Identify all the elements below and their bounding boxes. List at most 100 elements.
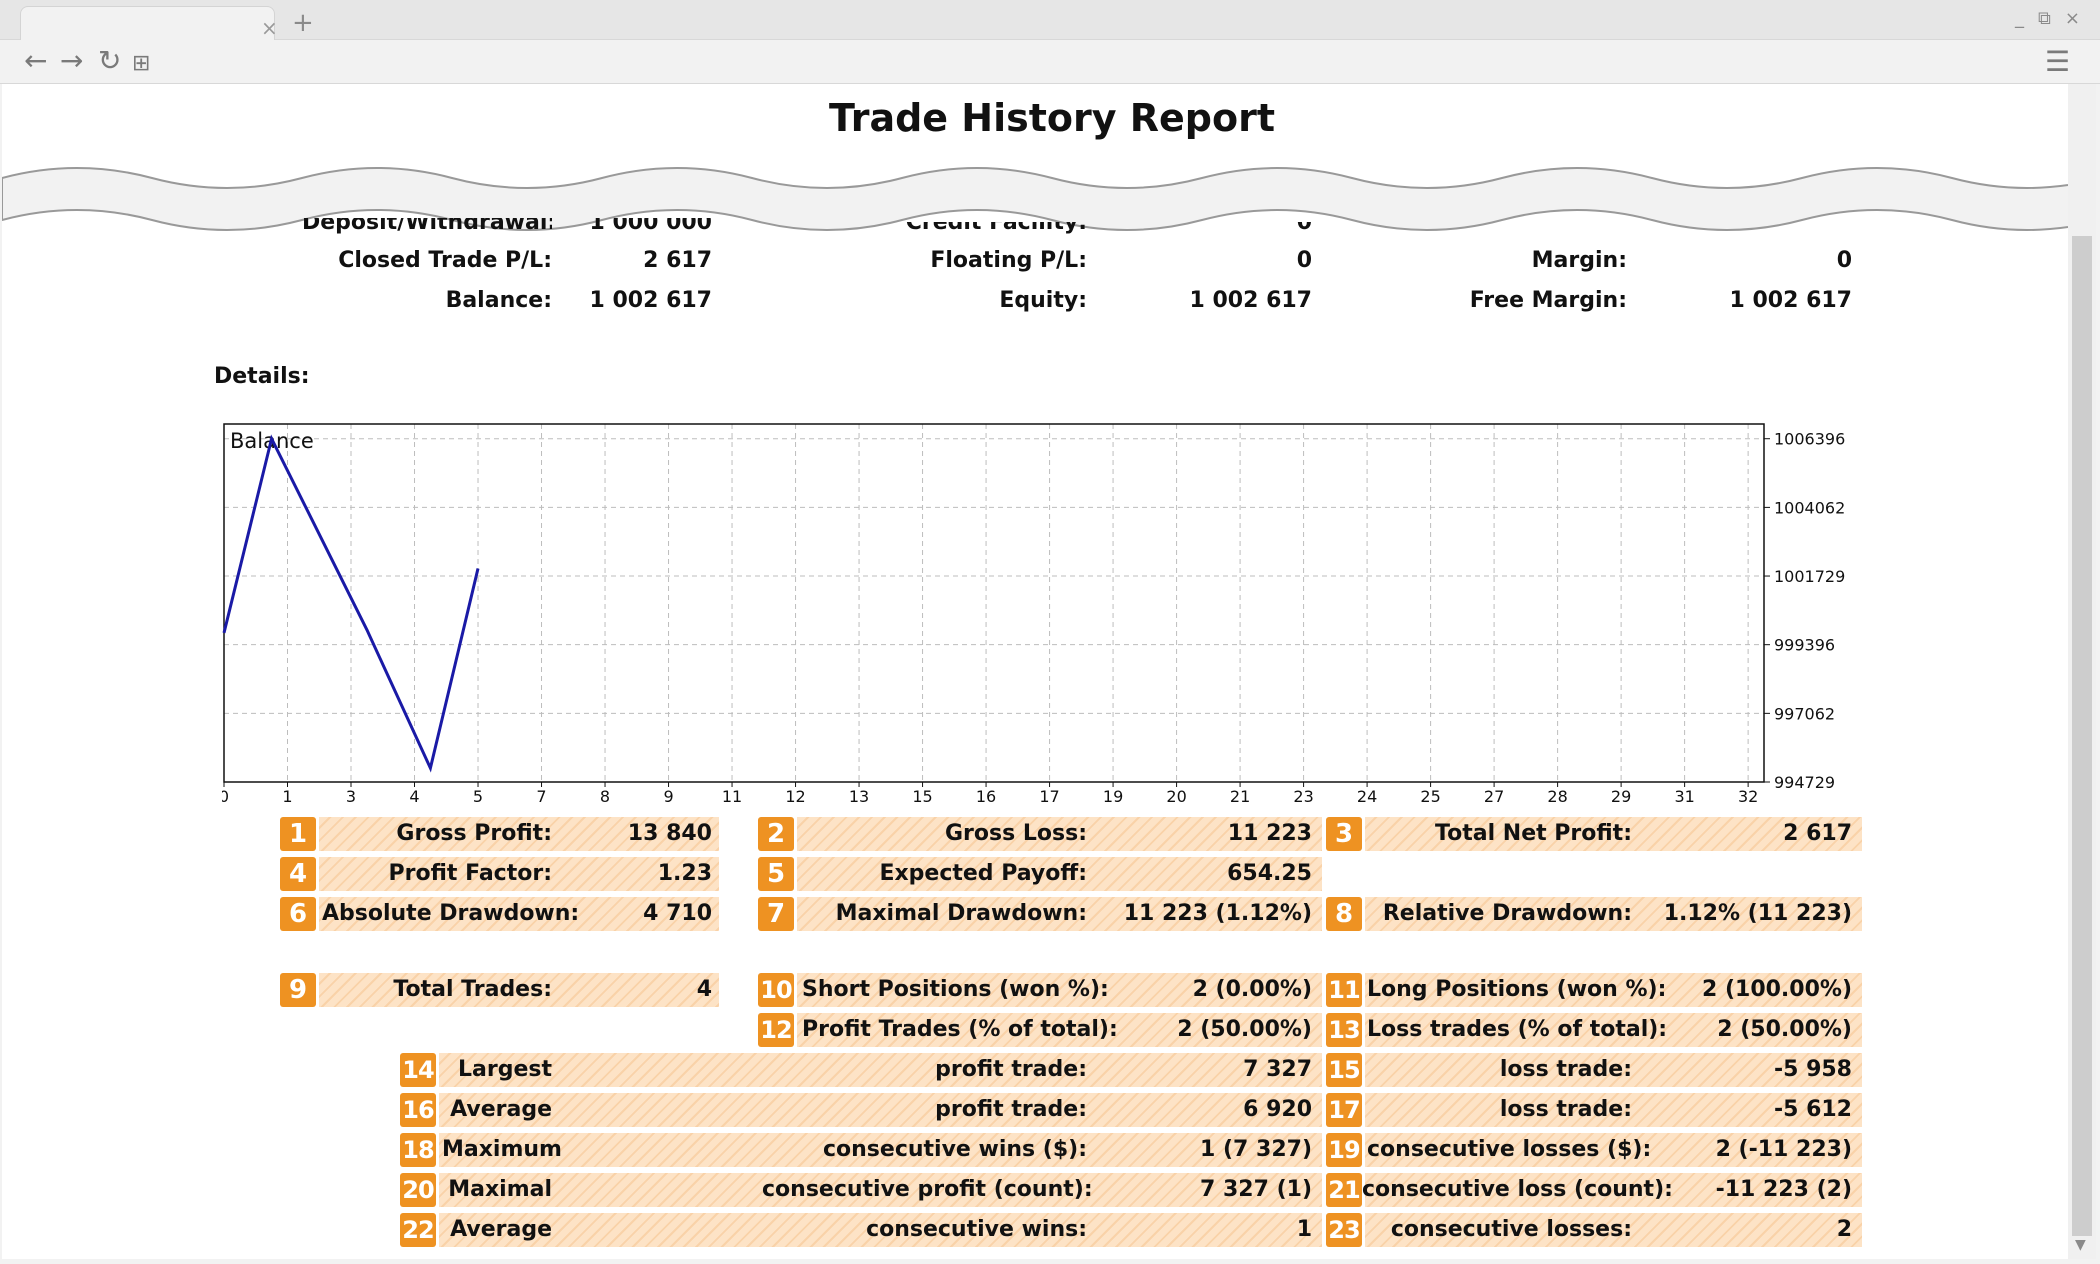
x-tick-label: 28 — [1547, 787, 1567, 804]
gross-profit-value: 13 840 — [627, 821, 712, 846]
loss-trades-value: 2 (50.00%) — [1717, 1017, 1852, 1042]
stat-badge: 3 — [1326, 817, 1362, 851]
balance-chart: 1006396 1004062 1001729 999396 997062 994729 0… — [222, 423, 1845, 804]
stats-row — [797, 817, 1322, 851]
maximal-consecutive-loss-label: consecutive loss (count): — [1362, 1177, 1673, 1202]
total-net-profit-label: Total Net Profit: — [1435, 821, 1632, 846]
y-tick-label: 999396 — [1774, 636, 1835, 655]
tab-bar: × + _ ⧉ × — [0, 0, 2100, 40]
stats-row — [319, 973, 719, 1007]
maximal-label: Maximal — [448, 1177, 552, 1202]
largest-loss-trade-label: loss trade: — [1499, 1057, 1632, 1082]
browser-tab[interactable]: × — [20, 6, 278, 40]
stats-row — [439, 1093, 1322, 1127]
x-tick-label: 0 — [222, 787, 229, 804]
stat-badge: 2 — [758, 817, 794, 851]
stats-row — [319, 817, 719, 851]
stat-badge: 12 — [758, 1013, 794, 1047]
stats-row — [797, 1013, 1322, 1047]
average-consecutive-losses-label: consecutive losses: — [1390, 1217, 1632, 1242]
margin-label: Margin: — [1531, 248, 1627, 273]
x-tick-label: 29 — [1611, 787, 1631, 804]
window-close-icon[interactable]: × — [2064, 8, 2080, 29]
total-trades-value: 4 — [696, 977, 712, 1002]
expected-payoff-value: 654.25 — [1227, 861, 1312, 886]
x-tick-label: 23 — [1293, 787, 1313, 804]
browser-toolbar: ← → ↻ ⊞ ☰ — [0, 40, 2100, 84]
gross-loss-value: 11 223 — [1227, 821, 1312, 846]
max-consecutive-wins-value: 1 (7 327) — [1200, 1137, 1312, 1162]
x-tick-label: 13 — [849, 787, 869, 804]
back-icon[interactable]: ← — [24, 44, 48, 77]
credit-facility-value: 0 — [1296, 210, 1312, 235]
x-tick-label: 24 — [1357, 787, 1377, 804]
x-tick-label: 16 — [976, 787, 996, 804]
average-profit-trade-value: 6 920 — [1243, 1097, 1312, 1122]
deposit-label: Deposit/Withdrawal: — [302, 210, 557, 235]
new-tab-icon[interactable]: + — [292, 8, 314, 38]
stats-row — [1365, 817, 1862, 851]
scrollbar-thumb[interactable] — [2072, 236, 2092, 1236]
stat-badge: 14 — [400, 1053, 436, 1087]
apps-icon[interactable]: ⊞ — [132, 51, 151, 76]
x-tick-label: 25 — [1420, 787, 1440, 804]
stats-row — [1365, 1213, 1862, 1247]
y-tick-label: 1006396 — [1774, 430, 1845, 449]
stat-badge: 16 — [400, 1093, 436, 1127]
total-net-profit-value: 2 617 — [1783, 821, 1852, 846]
stats-row — [1365, 1173, 1862, 1207]
x-tick-label: 5 — [473, 787, 483, 804]
average-loss-trade-value: -5 612 — [1773, 1097, 1852, 1122]
maximal-drawdown-value: 11 223 (1.12%) — [1123, 901, 1312, 926]
minimize-icon[interactable]: _ — [2015, 8, 2025, 29]
loss-trades-label: Loss trades (% of total): — [1367, 1017, 1668, 1042]
menu-icon[interactable]: ☰ — [2044, 45, 2070, 78]
stat-badge: 4 — [280, 857, 316, 891]
chart-frame — [223, 423, 1765, 783]
stat-badge: 20 — [400, 1173, 436, 1207]
gross-loss-label: Gross Loss: — [945, 821, 1087, 846]
long-positions-value: 2 (100.00%) — [1701, 977, 1852, 1002]
stat-badge: 23 — [1326, 1213, 1362, 1247]
x-tick-label: 9 — [663, 787, 673, 804]
maximal-consecutive-loss-value: -11 223 (2) — [1715, 1177, 1852, 1202]
stats-row — [439, 1173, 1322, 1207]
stats-row — [319, 897, 719, 931]
maximal-consecutive-profit-value: 7 327 (1) — [1200, 1177, 1312, 1202]
restore-icon[interactable]: ⧉ — [2038, 8, 2051, 29]
short-positions-label: Short Positions (won %): — [802, 977, 1109, 1002]
reload-icon[interactable]: ↻ — [98, 44, 122, 77]
profit-trades-value: 2 (50.00%) — [1177, 1017, 1312, 1042]
closed-pl-value: 2 617 — [643, 248, 712, 273]
profit-factor-value: 1.23 — [657, 861, 712, 886]
maximal-consecutive-profit-label: consecutive profit (count): — [762, 1177, 1093, 1202]
x-tick-label: 21 — [1230, 787, 1250, 804]
x-tick-label: 31 — [1674, 787, 1694, 804]
vertical-scrollbar[interactable]: ▼ — [2068, 84, 2096, 1259]
report-page: Trade History Report Deposit/Withdrawal:… — [2, 84, 2068, 1259]
stats-row — [797, 897, 1322, 931]
x-tick-label: 12 — [785, 787, 805, 804]
absolute-drawdown-label: Absolute Drawdown: — [322, 901, 580, 926]
wave-separator — [2, 167, 2068, 231]
gross-profit-label: Gross Profit: — [396, 821, 552, 846]
stats-row — [1365, 973, 1862, 1007]
stat-badge: 8 — [1326, 897, 1362, 931]
relative-drawdown-label: Relative Drawdown: — [1382, 901, 1632, 926]
stat-badge: 1 — [280, 817, 316, 851]
average-consecutive-losses-value: 2 — [1836, 1217, 1852, 1242]
window-controls: _ ⧉ × — [2015, 8, 2080, 29]
scroll-down-icon[interactable]: ▼ — [2075, 1237, 2086, 1253]
stats-row — [439, 1133, 1322, 1167]
largest-profit-trade-label: profit trade: — [935, 1057, 1087, 1082]
balance-label: Balance: — [445, 288, 552, 313]
forward-icon[interactable]: → — [60, 44, 84, 77]
page-title: Trade History Report — [828, 96, 1276, 140]
stats-row — [797, 857, 1322, 891]
closed-pl-label: Closed Trade P/L: — [338, 248, 552, 273]
stats-row — [439, 1213, 1322, 1247]
stat-badge: 9 — [280, 973, 316, 1007]
floating-pl-value: 0 — [1296, 248, 1312, 273]
long-positions-label: Long Positions (won %): — [1367, 977, 1667, 1002]
tab-close-icon[interactable]: × — [261, 16, 278, 40]
